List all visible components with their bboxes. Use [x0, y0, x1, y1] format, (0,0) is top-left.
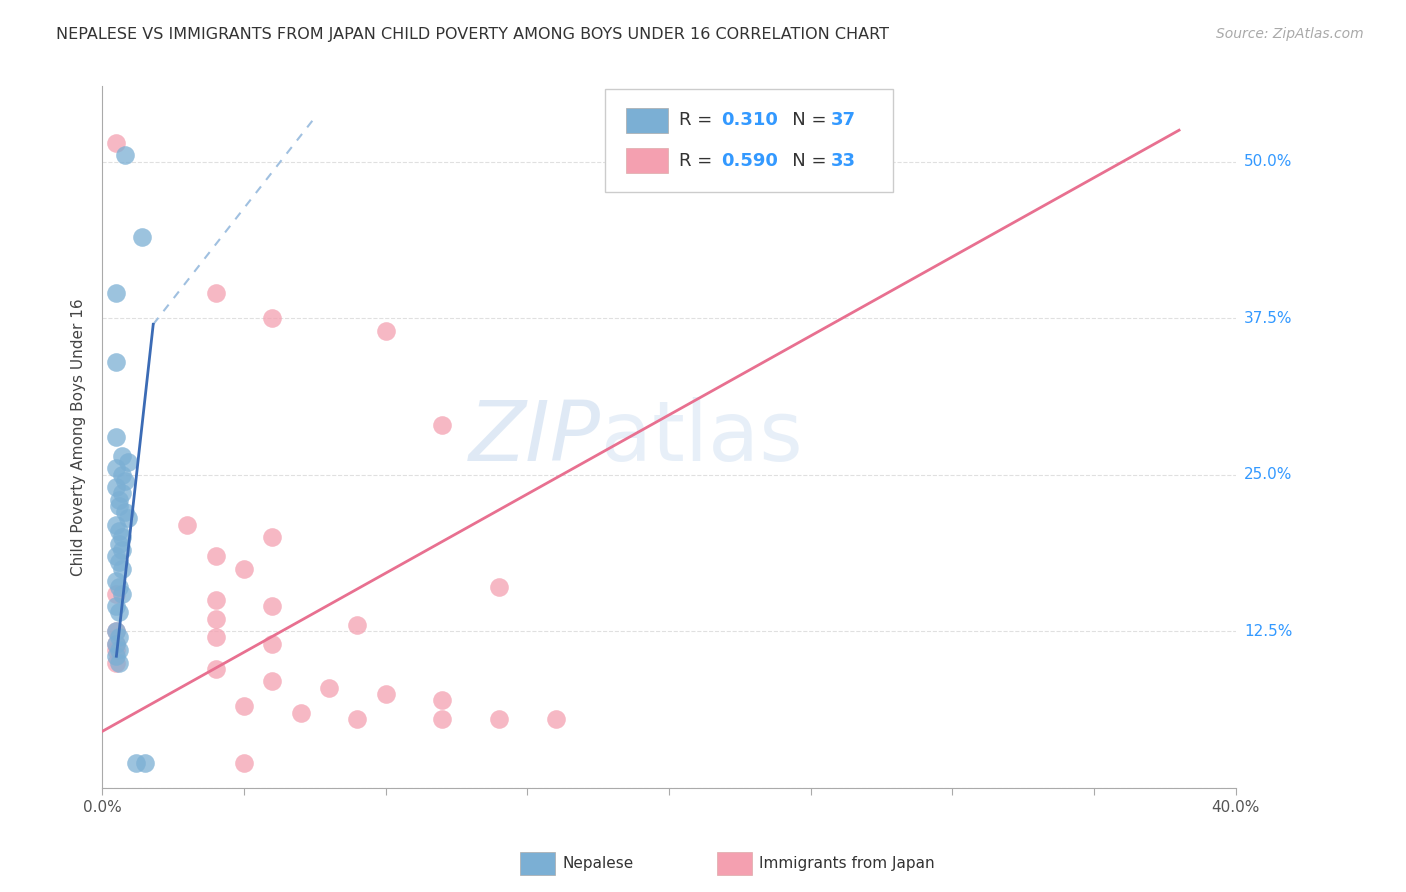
Text: Nepalese: Nepalese [562, 856, 634, 871]
Point [114, 148, 136, 162]
Text: R =: R = [679, 112, 718, 129]
Point [111, 486, 134, 500]
Point [105, 355, 128, 369]
Point [432, 712, 454, 726]
Text: N =: N = [775, 152, 832, 169]
Point [290, 706, 312, 720]
Point [318, 681, 340, 695]
Point [108, 643, 131, 657]
Y-axis label: Child Poverty Among Boys Under 16: Child Poverty Among Boys Under 16 [72, 298, 86, 576]
Point [105, 430, 128, 444]
Point [374, 324, 396, 338]
Point [105, 649, 128, 664]
Text: NEPALESE VS IMMIGRANTS FROM JAPAN CHILD POVERTY AMONG BOYS UNDER 16 CORRELATION : NEPALESE VS IMMIGRANTS FROM JAPAN CHILD … [56, 27, 889, 42]
Point [131, 229, 153, 244]
Point [105, 136, 128, 150]
Point [108, 536, 131, 550]
Point [262, 674, 284, 689]
Point [108, 492, 131, 507]
Point [114, 505, 136, 519]
Point [105, 549, 128, 563]
Point [232, 756, 254, 770]
Text: Immigrants from Japan: Immigrants from Japan [759, 856, 935, 871]
Point [105, 624, 128, 639]
Point [111, 561, 134, 575]
Point [346, 618, 368, 632]
Point [125, 756, 148, 770]
Point [262, 530, 284, 544]
Point [544, 712, 567, 726]
Point [108, 580, 131, 594]
Text: 37: 37 [831, 112, 856, 129]
Text: 12.5%: 12.5% [1244, 624, 1292, 639]
Point [262, 599, 284, 614]
Text: ZIP: ZIP [470, 397, 600, 477]
Point [108, 524, 131, 538]
Text: 25.0%: 25.0% [1244, 467, 1292, 483]
Point [111, 586, 134, 600]
Point [105, 656, 128, 670]
Point [176, 517, 198, 532]
Point [262, 311, 284, 326]
Point [262, 637, 284, 651]
Point [105, 574, 128, 588]
Point [108, 606, 131, 620]
Point [117, 511, 139, 525]
Point [105, 586, 128, 600]
Point [108, 499, 131, 513]
Point [374, 687, 396, 701]
Text: N =: N = [775, 112, 832, 129]
Point [204, 612, 226, 626]
Point [204, 549, 226, 563]
Text: 50.0%: 50.0% [1244, 154, 1292, 169]
Point [108, 656, 131, 670]
Point [105, 624, 128, 639]
Point [204, 593, 226, 607]
Point [232, 699, 254, 714]
Point [432, 693, 454, 707]
Point [105, 285, 128, 300]
Point [488, 580, 510, 594]
Point [105, 480, 128, 494]
Point [204, 285, 226, 300]
Point [432, 417, 454, 432]
Point [105, 637, 128, 651]
Point [204, 662, 226, 676]
Text: atlas: atlas [600, 397, 803, 477]
Point [232, 561, 254, 575]
Point [108, 631, 131, 645]
Point [105, 461, 128, 475]
Point [111, 467, 134, 482]
Point [105, 643, 128, 657]
Text: 37.5%: 37.5% [1244, 310, 1292, 326]
Point [134, 756, 156, 770]
Point [488, 712, 510, 726]
Text: R =: R = [679, 152, 718, 169]
Point [105, 637, 128, 651]
Point [105, 517, 128, 532]
Point [108, 555, 131, 569]
Text: Source: ZipAtlas.com: Source: ZipAtlas.com [1216, 27, 1364, 41]
Text: 0.590: 0.590 [721, 152, 778, 169]
Point [117, 455, 139, 469]
Point [105, 599, 128, 614]
Point [111, 542, 134, 557]
Point [111, 449, 134, 463]
Point [111, 530, 134, 544]
Text: 33: 33 [831, 152, 856, 169]
Point [204, 631, 226, 645]
Point [346, 712, 368, 726]
Point [114, 474, 136, 488]
Text: 0.310: 0.310 [721, 112, 778, 129]
